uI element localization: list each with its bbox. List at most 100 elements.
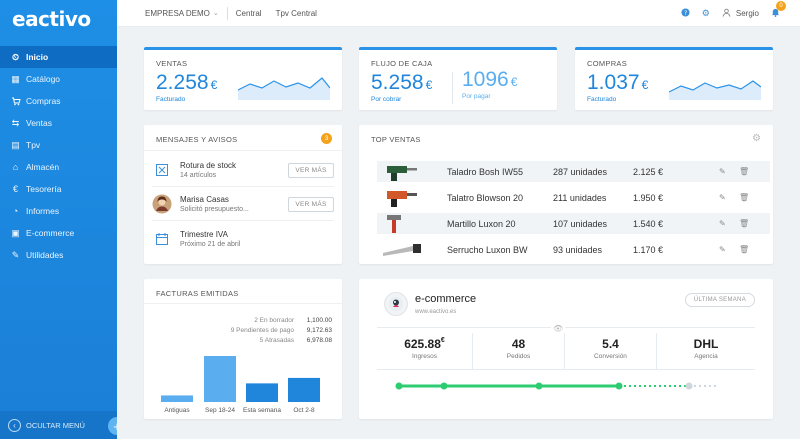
sidebar: eactivo ⏲ Inicio ▦ Catálogo Compras ⇆ Ve… [0, 0, 117, 439]
compras-sparkline [669, 80, 761, 100]
warehouse-icon: ⌂ [12, 162, 19, 172]
euro-icon: € [12, 184, 18, 194]
message-title: Marisa Casas [180, 195, 229, 204]
message-item[interactable]: Rotura de stock 14 artículos VER MÁS [152, 154, 334, 187]
chart-bar[interactable] [246, 383, 278, 402]
sidebar-item-inicio[interactable]: ⏲ Inicio [0, 46, 117, 68]
company-name: EMPRESA DEMO [145, 8, 210, 18]
chart-bar[interactable] [204, 356, 236, 402]
divider [377, 327, 755, 328]
sidebar-item-informes[interactable]: ◔ Informes [0, 200, 117, 222]
kpi-flujo-value: 5.258 € [371, 71, 432, 95]
stat-label: Ingresos [412, 353, 437, 360]
ver-mas-button[interactable]: VER MÁS [288, 196, 334, 212]
message-item[interactable]: Trimestre IVA Próximo 21 de abril [152, 222, 334, 255]
stat-value: 48 [511, 337, 526, 351]
sidebar-item-compras[interactable]: Compras [0, 90, 117, 112]
chevron-left-icon: ‹ [8, 418, 21, 432]
notification-badge: 0 [776, 1, 786, 11]
ecommerce-url[interactable]: www.eactivo.es [415, 309, 457, 315]
gear-icon[interactable]: ⚙ [701, 7, 710, 18]
prestashop-logo [384, 292, 408, 316]
sidebar-item-utilidades[interactable]: ✎ Utilidades [0, 244, 117, 266]
catalog-icon: ▦ [11, 73, 20, 84]
hide-menu-label: OCULTAR MENÚ [26, 420, 85, 430]
ventas-sparkline [238, 77, 330, 100]
kpi-ventas-value: 2.258 € [156, 71, 217, 95]
edit-icon[interactable]: ✎ [719, 193, 726, 202]
topbar-link-central[interactable]: Central [235, 8, 262, 18]
kpi-compras-card[interactable]: COMPRAS 1.037 € Facturado [575, 47, 773, 110]
table-row[interactable]: Talatro Blowson 20 211 unidades 1.950 € … [377, 187, 770, 208]
message-title: Rotura de stock [180, 161, 237, 170]
kpi-ventas-sub: Facturado [156, 96, 186, 103]
product-name: Talatro Blowson 20 [447, 192, 524, 203]
trash-icon[interactable]: 🗑 [739, 193, 750, 202]
sidebar-item-label: Almacén [26, 162, 60, 172]
chart-bar[interactable] [288, 377, 320, 402]
hammer-icon [377, 213, 425, 234]
message-item[interactable]: Marisa Casas Solicitó presupuesto... VER… [152, 188, 334, 221]
sidebar-item-tpv[interactable]: ▤ Tpv [0, 134, 117, 156]
help-icon[interactable]: ? [681, 7, 690, 19]
chart-category-label: Antiguas [164, 407, 190, 414]
sales-icon: ⇆ [11, 117, 20, 128]
chart-bar[interactable] [161, 395, 193, 402]
chart-icon: ◔ [12, 206, 19, 216]
invoice-legend-row: 2 En borrador 1,100.00 [254, 317, 332, 324]
edit-icon[interactable]: ✎ [719, 167, 726, 176]
message-title: Trimestre IVA [180, 229, 229, 239]
user-icon[interactable] [722, 8, 731, 19]
invoices-bar-chart: Antiguas Sep 18-24 Esta semana Oct 2-8 [161, 356, 320, 414]
bell-icon[interactable]: 0 [771, 1, 786, 19]
sidebar-item-ventas[interactable]: ⇆ Ventas [0, 112, 117, 134]
sidebar-item-ecommerce[interactable]: ▣ E-commerce [0, 222, 117, 244]
product-price: 1.540 € [633, 218, 664, 229]
messages-count-badge: 3 [321, 133, 332, 144]
table-row[interactable]: Martillo Luxon 20 107 unidades 1.540 € ✎… [377, 213, 770, 234]
message-sub: Solicitó presupuesto... [180, 206, 249, 213]
kpi-compras-label: COMPRAS [587, 59, 628, 68]
sidebar-item-label: Informes [26, 206, 60, 216]
company-selector[interactable]: EMPRESA DEMO ⌄ [145, 9, 219, 18]
ecommerce-icon: ▣ [11, 227, 20, 238]
ecommerce-stat-agencia: DHL Agencia [657, 333, 755, 369]
trash-icon[interactable]: 🗑 [739, 245, 750, 254]
sidebar-item-tesoreria[interactable]: € Tesorería [0, 178, 117, 200]
ecommerce-card: e-commerce www.eactivo.es ÚLTIMA SEMANA … [359, 279, 773, 419]
currency: € [641, 78, 649, 92]
eye-icon[interactable]: 👁 [551, 324, 566, 333]
kpi-flujo-card[interactable]: FLUJO DE CAJA 5.258 € Por cobrar 1096 € Po… [359, 47, 557, 110]
product-units: 287 unidades [553, 166, 608, 177]
currency: € [425, 78, 433, 92]
kpi-ventas-card[interactable]: VENTAS 2.258 € Facturado [144, 47, 342, 110]
topbar-link-tpv-central[interactable]: Tpv Central [275, 8, 317, 18]
kpi-ventas-label: VENTAS [156, 59, 188, 68]
edit-icon[interactable]: ✎ [719, 245, 726, 254]
stat-label: Conversión [594, 353, 627, 360]
table-row[interactable]: Taladro Bosh IW55 287 unidades 2.125 € ✎… [377, 161, 770, 182]
edit-icon[interactable]: ✎ [719, 219, 726, 228]
topbar: EMPRESA DEMO ⌄ Central Tpv Central ? ⚙ S… [117, 0, 800, 27]
top-sales-card: TOP VENTAS ⚙ Taladro Bosh IW55 287 unida… [359, 125, 773, 264]
stat-value: DHL [693, 337, 719, 351]
trash-icon[interactable]: 🗑 [739, 219, 750, 228]
invoice-legend-label: 2 En borrador [254, 317, 294, 324]
trash-icon[interactable]: 🗑 [739, 167, 750, 176]
table-row[interactable]: Serrucho Luxon BW 93 unidades 1.170 € ✎ … [377, 239, 770, 260]
drill-icon [377, 187, 425, 208]
gear-icon[interactable]: ⚙ [752, 133, 761, 144]
ecommerce-stat-pedidos: 48 Pedidos [473, 333, 565, 369]
avatar [152, 194, 172, 214]
sidebar-item-catalogo[interactable]: ▦ Catálogo [0, 68, 117, 90]
username[interactable]: Sergio [735, 8, 759, 18]
sidebar-item-almacen[interactable]: ⌂ Almacén [0, 156, 117, 178]
chart-category-label: Sep 18-24 [205, 407, 235, 414]
sidebar-item-label: Inicio [26, 52, 49, 62]
sidebar-item-label: Catálogo [26, 74, 61, 84]
ecommerce-title: e-commerce [415, 293, 477, 305]
ver-mas-button[interactable]: VER MÁS [288, 162, 334, 178]
period-selector[interactable]: ÚLTIMA SEMANA [684, 293, 755, 307]
invoice-legend-value: 1,100.00 [306, 317, 332, 324]
hide-menu-button[interactable]: ‹ OCULTAR MENÚ [0, 411, 117, 439]
